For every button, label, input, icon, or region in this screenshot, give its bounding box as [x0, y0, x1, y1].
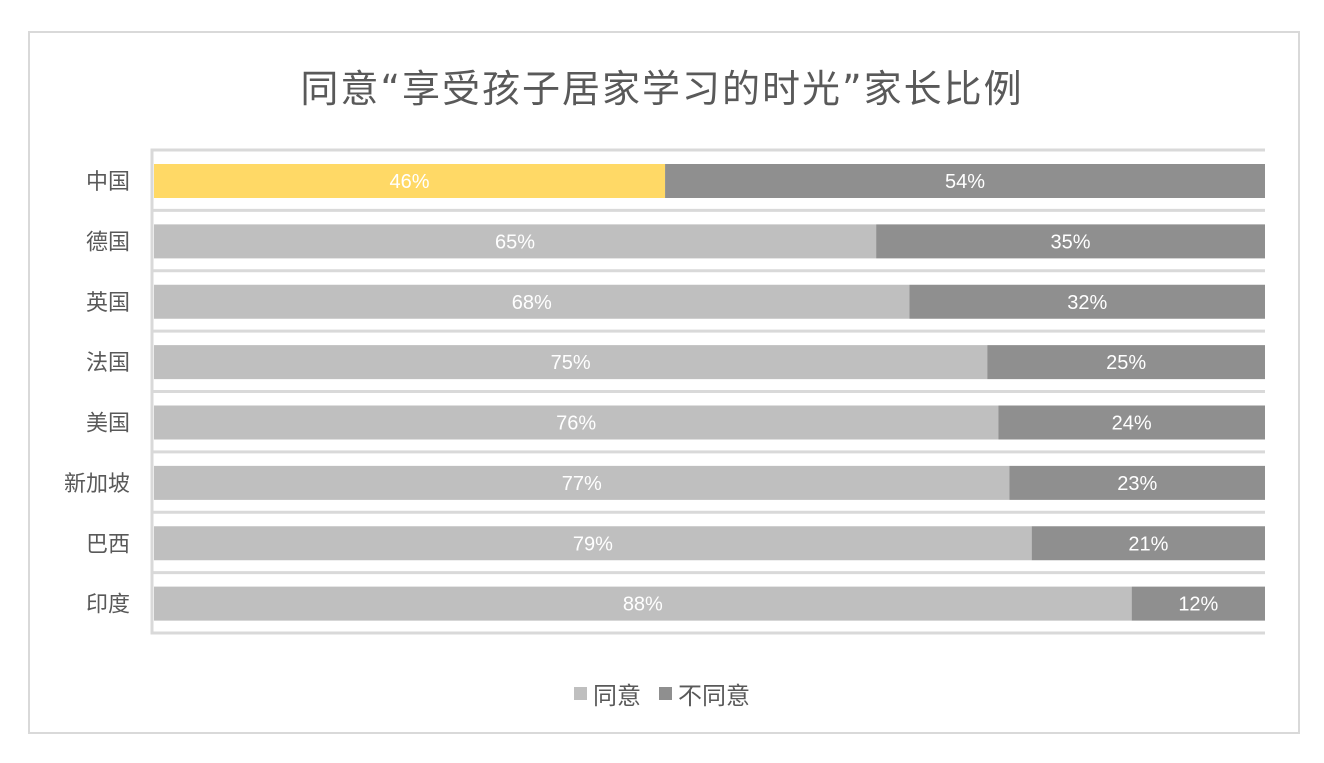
data-label: 32%: [1067, 292, 1107, 314]
data-label: 79%: [573, 533, 613, 555]
data-label: 25%: [1106, 352, 1146, 374]
data-label: 21%: [1128, 533, 1168, 555]
legend-swatch: [659, 687, 672, 700]
data-label: 23%: [1117, 473, 1157, 495]
legend-swatch: [574, 687, 587, 700]
category-label: 中国: [86, 170, 130, 195]
legend-label: 不同意: [678, 682, 750, 710]
data-label: 24%: [1112, 413, 1152, 435]
data-label: 35%: [1051, 231, 1091, 253]
category-label: 英国: [86, 291, 130, 316]
data-label: 68%: [512, 292, 552, 314]
data-label: 65%: [495, 231, 535, 253]
legend-item: 同意: [574, 676, 641, 711]
bar-同意: [154, 164, 666, 198]
bar-不同意: [1009, 465, 1265, 500]
category-label: 印度: [86, 593, 130, 618]
legend-label: 同意: [593, 682, 641, 710]
data-label: 77%: [562, 473, 602, 495]
category-label: 法国: [86, 351, 130, 376]
category-label: 新加坡: [64, 472, 130, 497]
category-label: 德国: [86, 230, 130, 255]
bar-同意: [154, 345, 988, 380]
data-label: 76%: [556, 413, 596, 435]
bar-不同意: [909, 284, 1265, 319]
category-label: 美国: [86, 412, 130, 437]
bar-不同意: [987, 345, 1265, 380]
chart-frame: [28, 31, 1300, 734]
legend-item: 不同意: [659, 676, 750, 711]
bar-同意: [154, 224, 877, 259]
data-label: 54%: [945, 171, 985, 193]
bar-不同意: [1131, 586, 1265, 621]
data-label: 46%: [390, 171, 430, 193]
bar-同意: [154, 465, 1010, 500]
category-label: 巴西: [86, 532, 130, 557]
bar-同意: [154, 586, 1132, 621]
bar-不同意: [1031, 526, 1265, 561]
bar-同意: [154, 405, 999, 440]
bar-不同意: [876, 224, 1265, 259]
bar-不同意: [665, 164, 1265, 198]
bar-同意: [154, 284, 910, 319]
chart-title: 同意“享受孩子居家学习的时光”家长比例: [300, 67, 1024, 111]
bar-不同意: [998, 405, 1265, 440]
data-label: 88%: [623, 594, 663, 616]
legend: 同意 不同意: [0, 676, 1324, 711]
data-label: 75%: [551, 352, 591, 374]
data-label: 12%: [1178, 594, 1218, 616]
bar-同意: [154, 526, 1032, 561]
